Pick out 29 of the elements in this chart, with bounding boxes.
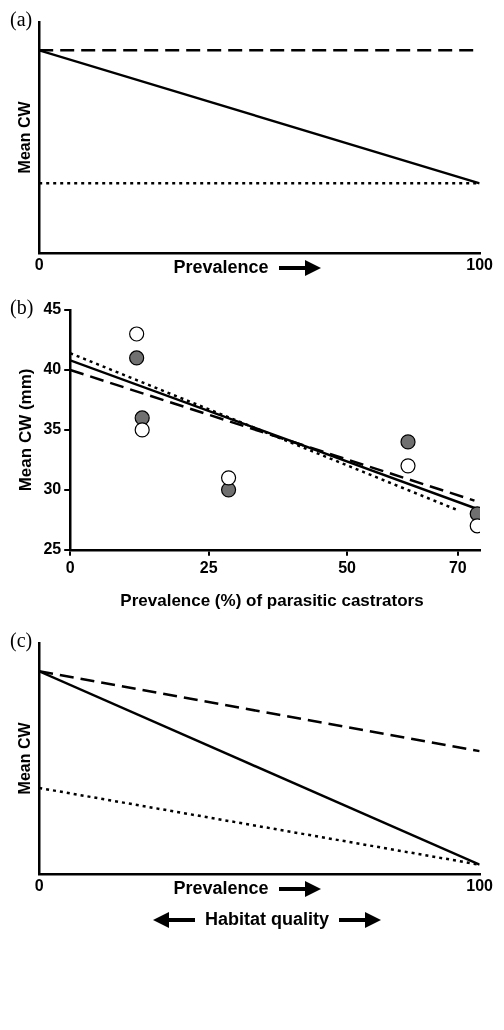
x-axis-title: Prevalence (%) of parasitic castrators <box>119 591 425 611</box>
x-tick-label: 100 <box>466 876 494 894</box>
y-tick-label: 25 <box>43 540 62 558</box>
y-tick-label: 45 <box>43 300 62 318</box>
point <box>134 422 150 438</box>
x-tick-label: 25 <box>199 558 218 576</box>
point <box>129 326 145 342</box>
x-tick-label: 0 <box>65 558 75 576</box>
x-tick-label: 50 <box>338 558 357 576</box>
y-axis-title: Mean CW <box>16 721 34 795</box>
y-axis-title: Mean CW <box>16 100 34 174</box>
point <box>220 470 237 486</box>
y-tick-label: 30 <box>43 480 62 498</box>
chart-title: (a) <box>10 8 33 31</box>
x-tick-label: 0 <box>34 255 44 273</box>
x-axis-title: Prevalence <box>173 257 269 277</box>
chart-title: (b) <box>10 296 34 319</box>
x-tick-label: 100 <box>466 255 494 273</box>
x-tick-label: 70 <box>448 558 467 576</box>
x-tick-label: 0 <box>34 876 44 894</box>
point <box>400 434 416 450</box>
x-axis-title: Prevalence <box>173 878 269 898</box>
y-tick-label: 40 <box>43 360 62 378</box>
y-tick-label: 35 <box>43 420 62 438</box>
chart-title: (c) <box>10 629 33 652</box>
y-axis-title: Mean CW (mm) <box>15 368 35 492</box>
point <box>129 350 145 366</box>
point <box>400 458 416 474</box>
text: Habitat quality <box>204 909 329 929</box>
